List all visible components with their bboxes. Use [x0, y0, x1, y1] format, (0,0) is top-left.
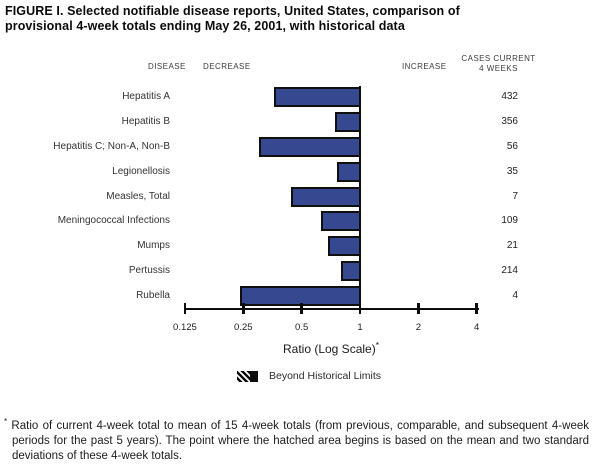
cases-value: 356 — [501, 116, 518, 128]
axis-tick-label: 0.125 — [173, 322, 197, 333]
ratio-bar — [336, 161, 360, 182]
disease-label: Mumps — [137, 240, 170, 252]
cases-value: 56 — [506, 140, 518, 152]
footnote-text: Ratio of current 4-week total to mean of… — [11, 419, 589, 463]
column-header-cases-line1: CASES CURRENT — [461, 54, 536, 63]
column-header-disease: DISEASE — [148, 62, 186, 71]
ratio-bar — [258, 136, 360, 157]
disease-label: Pertussis — [128, 264, 170, 276]
disease-label: Rubella — [136, 289, 170, 301]
ratio-bar — [341, 260, 360, 281]
disease-label: Measles, Total — [106, 190, 170, 202]
ratio-bar — [321, 211, 360, 232]
disease-label: Legionellosis — [112, 165, 170, 177]
axis-tick-label: 0.5 — [295, 322, 309, 333]
axis-tick-label: 1 — [357, 322, 363, 333]
x-axis-label: Ratio (Log Scale)* — [231, 340, 431, 356]
footnote-marker: * — [4, 417, 8, 426]
ratio-bar — [290, 186, 360, 207]
disease-label: Hepatitis A — [122, 91, 170, 103]
ratio-bar — [239, 285, 360, 306]
column-header-decrease: DECREASE — [203, 62, 251, 71]
figure-title-line1: FIGURE I. Selected notifiable disease re… — [5, 4, 460, 18]
cases-value: 21 — [506, 240, 518, 252]
figure-title-line2: provisional 4-week totals ending May 26,… — [5, 18, 405, 33]
ratio-bar — [334, 112, 360, 133]
hatched-swatch — [237, 370, 258, 382]
x-axis-label-text: Ratio (Log Scale) — [282, 342, 376, 356]
axis-tick-label: 2 — [415, 322, 421, 333]
ratio-bar — [273, 87, 360, 108]
legend-label: Beyond Historical Limits — [269, 369, 382, 382]
hatch-pattern — [237, 370, 250, 382]
ratio-bar — [327, 236, 360, 257]
column-header-cases-current: CASES CURRENT 4 WEEKS — [448, 54, 549, 73]
column-header-cases-line2: 4 WEEKS — [479, 63, 518, 73]
cases-value: 4 — [512, 289, 518, 301]
axis-tick-label: 0.25 — [234, 322, 253, 333]
cases-value: 35 — [506, 165, 518, 177]
disease-label: Hepatitis C; Non-A, Non-B — [53, 140, 170, 152]
axis-tick-label: 4 — [474, 322, 480, 333]
disease-label: Meningococcal Infections — [57, 215, 170, 227]
x-axis-line — [183, 307, 479, 310]
figure-title: FIGURE I. Selected notifiable disease re… — [5, 4, 585, 33]
cases-value: 7 — [512, 190, 518, 202]
ratio-1-baseline — [358, 86, 362, 308]
cases-value: 109 — [501, 215, 518, 227]
x-axis-footnote-marker: * — [375, 340, 380, 350]
cases-value: 214 — [501, 264, 518, 276]
cases-value: 432 — [501, 91, 518, 103]
column-header-increase: INCREASE — [402, 62, 447, 71]
disease-label: Hepatitis B — [121, 116, 170, 128]
footnote: * Ratio of current 4-week total to mean … — [4, 414, 589, 464]
